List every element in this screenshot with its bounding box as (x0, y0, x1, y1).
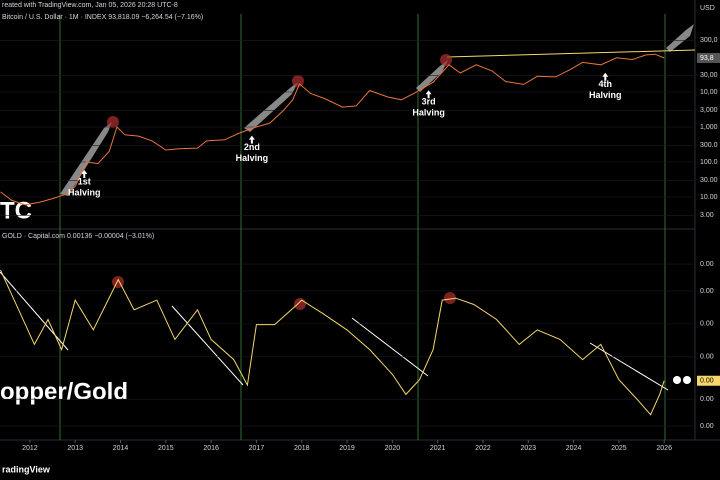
annotation: Halving (589, 90, 622, 100)
series-line (0, 53, 665, 206)
btc-legend: Bitcoin / U.S. Dollar · 1M · INDEX 93,81… (2, 14, 203, 21)
x-tick-label: 2021 (430, 445, 446, 452)
y-tick-label: 30,00 (700, 72, 718, 79)
y-tick-label: 10.00 (700, 194, 718, 201)
up-arrow (425, 90, 432, 99)
series-line (0, 269, 665, 416)
halving-lines (59, 14, 666, 440)
y-tick-label: 1,000 (700, 124, 718, 131)
y-tick-label: 0.00 (700, 261, 714, 268)
trendline (589, 342, 669, 391)
last-value-label: 93,8 (700, 55, 714, 62)
eyes (673, 376, 681, 384)
x-tick-label: 2017 (249, 445, 265, 452)
x-tick-label: 2020 (385, 445, 401, 452)
y-tick-label: 100.0 (700, 159, 718, 166)
y-tick-label: 0.00 (700, 396, 714, 403)
x-tick-label: 2012 (22, 445, 38, 452)
y-tick-label: 0.00 (700, 354, 714, 361)
up-arrow (602, 72, 609, 81)
x-tick-label: 2019 (339, 445, 355, 452)
peak-circle (440, 54, 452, 66)
y-tick-label: 30.00 (700, 177, 718, 184)
x-tick-label: 2025 (611, 445, 627, 452)
x-tick-label: 2026 (656, 445, 672, 452)
cg-legend: GOLD · Capital.com 0.00136 −0.00004 (−3.… (2, 233, 154, 240)
y-tick-label: 0.00 (700, 321, 714, 328)
last-value-box (697, 52, 720, 63)
peak-circle (444, 292, 456, 304)
peak-circle (294, 298, 306, 310)
trendline (351, 317, 429, 377)
y-tick-label: 300,0 (700, 37, 718, 44)
x-tick-label: 2013 (67, 445, 83, 452)
up-arrow (248, 135, 255, 144)
arrow (60, 122, 112, 196)
y-tick-label: 10,00 (700, 89, 718, 96)
trendline (0, 271, 69, 351)
x-tick-label: 2018 (294, 445, 310, 452)
x-tick-label: 2024 (566, 445, 582, 452)
created-note: reated with TradingView.com, Jan 05, 202… (2, 2, 178, 9)
arrow (666, 24, 694, 52)
x-tick-label: 2016 (203, 445, 219, 452)
peak-circle (292, 75, 304, 87)
peak-circle (107, 116, 119, 128)
y-tick-label: 300.0 (700, 142, 718, 149)
x-tick-label: 2023 (520, 445, 536, 452)
unit: USD (700, 5, 715, 12)
annotation: Halving (236, 153, 269, 163)
y-tick-label: 0.00 (700, 423, 714, 430)
annotation: 2nd (244, 142, 260, 152)
trendline (446, 49, 696, 58)
annotation: 3rd (422, 97, 436, 107)
last-value-box (697, 375, 720, 386)
trendline (171, 305, 244, 386)
arrow (244, 82, 298, 132)
up-arrow (81, 169, 88, 178)
annotation: Halving (412, 108, 445, 118)
x-tick-label: 2015 (158, 445, 174, 452)
annotation: 1st (78, 176, 91, 186)
x-tick-label: 2014 (113, 445, 129, 452)
annotation: Halving (68, 187, 101, 197)
cg-title: opper/Gold (0, 378, 128, 405)
arrow (416, 60, 448, 92)
footer: radingView (2, 464, 51, 474)
y-tick-label: 0.00 (700, 288, 714, 295)
y-tick-label: 3.00 (700, 212, 714, 219)
y-tick-label: 3,000 (700, 107, 718, 114)
x-tick-label: 2022 (475, 445, 491, 452)
annotations (0, 24, 696, 391)
annotation: 4th (599, 79, 613, 89)
eyes (683, 376, 691, 384)
last-value-label: 0.00 (700, 378, 714, 385)
